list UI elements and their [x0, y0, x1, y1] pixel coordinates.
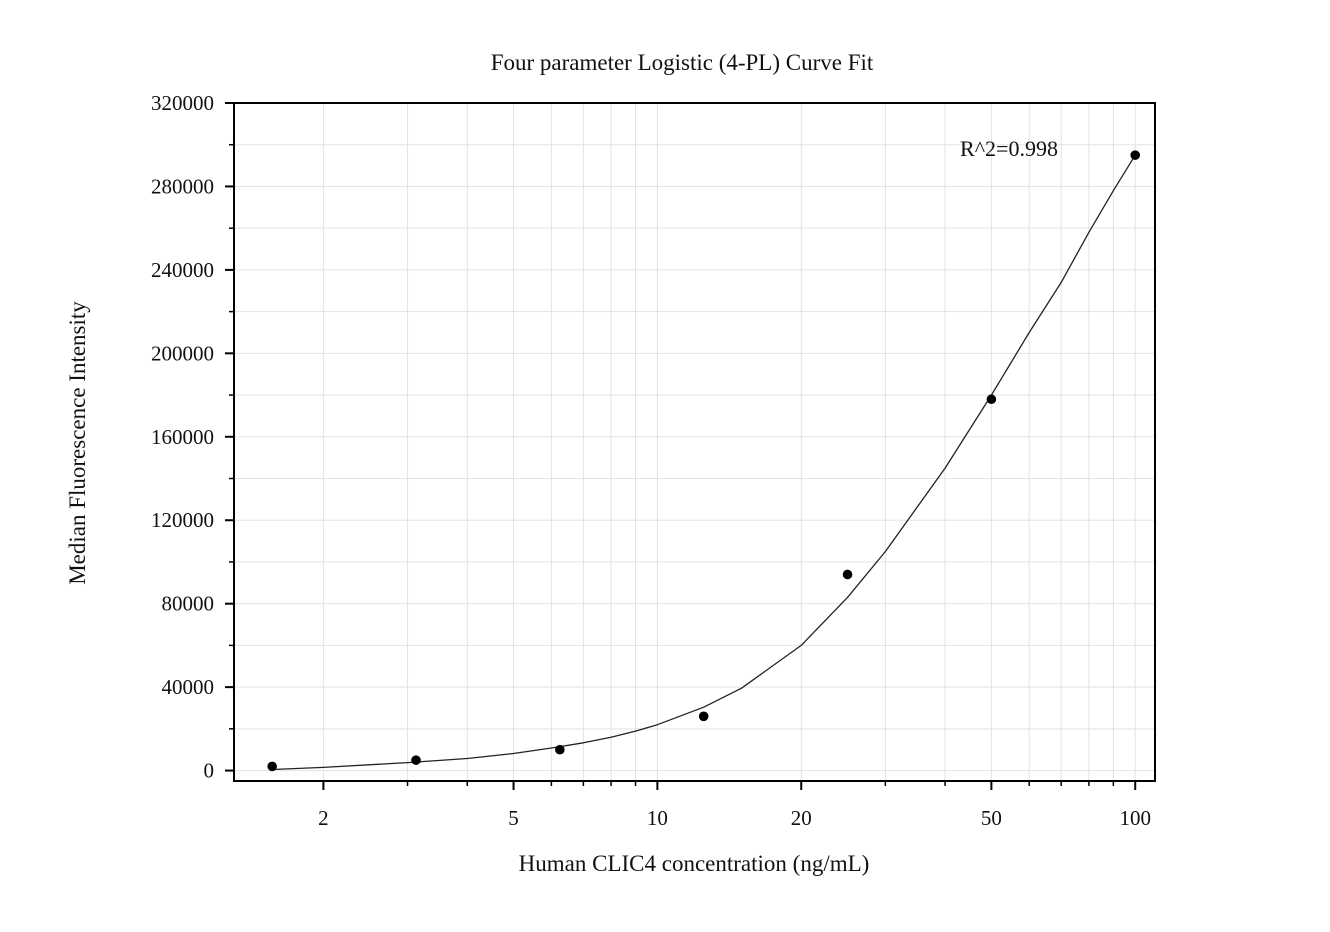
x-axis-label: Human CLIC4 concentration (ng/mL)	[519, 851, 870, 876]
x-axis-ticks: 2 5 10 20 50 100	[318, 781, 1151, 830]
data-point	[986, 394, 997, 405]
y-axis-ticks: 0 40000 80000 120000 160000 200000 240000 28000…	[151, 91, 234, 783]
data-point	[411, 755, 421, 765]
data-point	[1130, 150, 1141, 160]
data-points-layer	[267, 150, 1141, 772]
y-tick-label: 200000	[151, 341, 214, 365]
chart-title: Four parameter Logistic (4-PL) Curve Fit	[491, 50, 874, 75]
y-tick-label: 40000	[162, 675, 215, 699]
data-point	[698, 711, 709, 722]
x-tick-label: 100	[1119, 806, 1151, 830]
data-point	[842, 569, 853, 580]
data-point	[267, 761, 277, 772]
y-tick-label: 240000	[151, 258, 214, 282]
x-tick-label: 20	[791, 806, 812, 830]
data-point	[555, 744, 565, 755]
y-tick-label: 280000	[151, 174, 214, 198]
y-tick-label: 160000	[151, 425, 214, 449]
x-tick-label: 5	[508, 806, 519, 830]
y-axis-label: Median Fluorescence Intensity	[65, 301, 90, 585]
y-tick-label: 320000	[151, 91, 214, 115]
x-tick-label: 2	[318, 806, 329, 830]
y-tick-label: 80000	[162, 592, 215, 616]
y-tick-label: 120000	[151, 508, 214, 532]
r-squared-annotation: R^2=0.998	[960, 136, 1058, 161]
x-tick-label: 10	[647, 806, 668, 830]
y-tick-label: 0	[204, 759, 215, 783]
x-tick-label: 50	[981, 806, 1002, 830]
grid	[234, 103, 1155, 781]
plot-frame	[233, 102, 1156, 782]
fit-curve	[272, 154, 1136, 771]
fit-curve-layer	[272, 154, 1136, 771]
